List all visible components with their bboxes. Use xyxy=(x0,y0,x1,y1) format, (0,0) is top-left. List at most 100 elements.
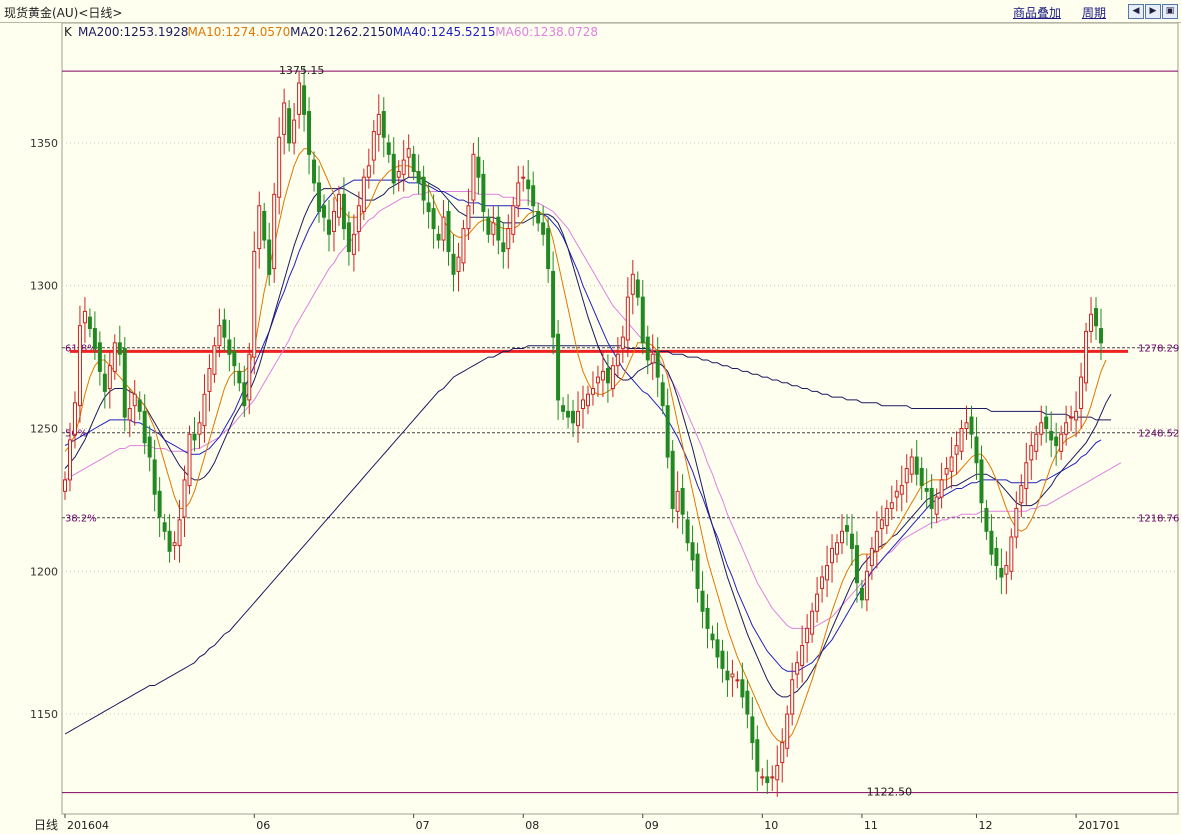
candle-body xyxy=(267,239,272,275)
x-tick-label: 06 xyxy=(256,819,270,832)
candle-body xyxy=(317,182,322,212)
ma-legend-label: MA10:1274.0570 xyxy=(188,25,291,39)
ma-legend-label: MA40:1245.5215 xyxy=(393,25,496,39)
candle-body xyxy=(610,365,615,390)
candle-body xyxy=(999,567,1004,578)
candle-body xyxy=(581,399,585,410)
candle-body xyxy=(620,336,625,350)
ma60-line xyxy=(64,191,1122,629)
candle-body xyxy=(864,570,869,601)
candle-body xyxy=(451,253,456,275)
candle-body xyxy=(122,348,127,418)
candle-body xyxy=(1064,422,1069,435)
candle-body xyxy=(835,542,840,555)
y-tick-label: 1200 xyxy=(30,565,58,578)
candle-body xyxy=(117,342,122,355)
candle-body xyxy=(356,205,361,232)
candle-body xyxy=(551,270,556,338)
candle-body xyxy=(147,436,152,458)
candle-body xyxy=(944,467,949,475)
candle-body xyxy=(854,545,859,584)
candle-body xyxy=(127,408,132,421)
candle-body xyxy=(745,690,750,715)
candle-body xyxy=(710,633,715,641)
candle-body xyxy=(167,530,172,552)
candle-body xyxy=(625,296,630,341)
candle-body xyxy=(197,422,202,435)
period-button[interactable]: 周期 xyxy=(1082,6,1107,20)
candlestick-chart[interactable]: 1150120012501300135061.8%1278.2950%1248.… xyxy=(0,23,1181,834)
candle-body xyxy=(630,273,635,295)
candle-body xyxy=(232,350,237,367)
candle-body xyxy=(456,256,461,272)
candle-body xyxy=(849,533,854,549)
candle-body xyxy=(102,373,107,392)
candle-body xyxy=(979,459,984,504)
candle-body xyxy=(725,670,730,681)
candle-body xyxy=(531,185,536,207)
fib-value-label: 1218.76 xyxy=(1138,514,1179,525)
x-tick-label: 12 xyxy=(978,819,992,832)
zoom-icon[interactable]: ▣ xyxy=(1162,4,1178,19)
candle-body xyxy=(187,433,192,487)
candle-body xyxy=(556,333,561,401)
candle-body xyxy=(571,410,576,424)
arrow-left-icon[interactable]: ◀ xyxy=(1128,4,1144,19)
candle-body xyxy=(780,742,785,764)
candle-body xyxy=(561,405,566,412)
candle-body xyxy=(142,410,147,444)
candle-body xyxy=(227,339,232,355)
candle-body xyxy=(92,328,97,350)
candle-body xyxy=(406,148,411,158)
candle-body xyxy=(929,487,934,509)
candle-body xyxy=(695,553,700,589)
y-tick-label: 1150 xyxy=(30,708,58,721)
arrow-right-icon[interactable]: ▶ xyxy=(1145,4,1161,19)
y-tick-label: 1300 xyxy=(30,280,58,293)
candle-body xyxy=(72,402,77,435)
candle-body xyxy=(107,365,112,390)
candle-body xyxy=(182,479,187,518)
overlay-button[interactable]: 商品叠加 xyxy=(1013,6,1062,20)
candle-body xyxy=(1014,507,1019,538)
x-tick-label: 11 xyxy=(864,819,878,832)
candle-body xyxy=(640,296,645,344)
candle-body xyxy=(212,345,217,375)
candle-body xyxy=(152,459,157,495)
candle-body xyxy=(361,176,366,212)
candle-body xyxy=(526,179,531,190)
min-price-label: 1122.50 xyxy=(867,786,913,799)
candle-body xyxy=(1029,445,1034,461)
candle-body xyxy=(655,350,660,378)
candle-body xyxy=(312,159,317,184)
candle-body xyxy=(705,607,710,629)
candle-body xyxy=(775,764,780,781)
candle-body xyxy=(341,193,346,230)
candle-body xyxy=(770,776,775,779)
x-tick-label: 201604 xyxy=(67,819,109,832)
candle-body xyxy=(1079,376,1084,410)
candle-body xyxy=(351,233,356,255)
candle-body xyxy=(446,210,451,252)
candle-body xyxy=(735,679,740,682)
candle-body xyxy=(302,85,307,115)
candle-body xyxy=(77,325,82,407)
fib-pct-label: 38.2% xyxy=(65,514,97,525)
candle-body xyxy=(371,131,376,161)
y-tick-label: 1350 xyxy=(30,137,58,150)
candle-body xyxy=(386,142,391,155)
x-tick-label: 201701 xyxy=(1078,819,1120,832)
candle-body xyxy=(755,739,760,772)
candle-body xyxy=(396,171,401,178)
candle-body xyxy=(899,485,904,495)
candle-body xyxy=(566,410,571,418)
candle-body xyxy=(760,776,765,779)
candle-body xyxy=(919,467,924,487)
candle-body xyxy=(496,216,501,241)
candle-body xyxy=(172,542,177,547)
candle-body xyxy=(1074,410,1079,421)
candle-body xyxy=(615,353,620,367)
candle-body xyxy=(416,171,421,184)
candle-body xyxy=(790,679,795,715)
candle-body xyxy=(949,456,954,472)
